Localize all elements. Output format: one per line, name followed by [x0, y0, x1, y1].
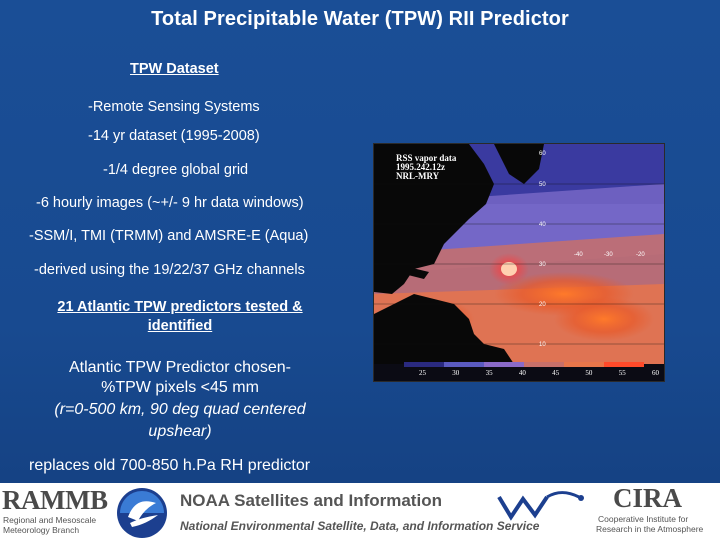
lat-label-30: 30: [539, 262, 546, 268]
lon-label-30: -30: [604, 252, 613, 258]
colorbar-tick: 30: [452, 369, 460, 377]
noaa-subtitle: National Environmental Satellite, Data, …: [180, 519, 540, 533]
dataset-heading: TPW Dataset: [130, 61, 219, 77]
cira-logo: CIRA: [613, 483, 683, 513]
noaa-logo-icon: [117, 488, 167, 538]
rammb-logo: RAMMB: [2, 485, 108, 515]
footer-logo-bar: RAMMB Regional and Mesoscale Meteorology…: [0, 483, 720, 540]
colorbar-tick: 55: [618, 369, 626, 377]
rammb-sub-1: Regional and Mesoscale: [3, 515, 97, 525]
rammb-sub-2: Meteorology Branch: [3, 525, 80, 535]
map-label-line-2: 1995.242.12z: [396, 162, 445, 172]
colorbar-tick: 25: [419, 369, 426, 377]
predictors-tested-line-1: 21 Atlantic TPW predictors tested &: [57, 299, 303, 315]
colorbar-tick: 60: [651, 369, 659, 377]
lat-label-40: 40: [539, 222, 546, 228]
colorbar-tick: 40: [518, 369, 526, 377]
noaa-title: NOAA Satellites and Information: [180, 491, 442, 510]
swoosh-icon: [497, 491, 584, 521]
predictors-tested-line-2: identified: [147, 318, 213, 334]
lat-label-60: 60: [539, 151, 546, 157]
lat-label-20: 20: [539, 302, 546, 308]
dataset-line-3: -1/4 degree global grid: [103, 162, 249, 178]
dataset-line-2: -14 yr dataset (1995-2008): [88, 128, 260, 144]
tpw-map-image: RSS vapor data 1995.242.12z NRL-MRY 60 5…: [373, 143, 665, 382]
predictor-chosen-line-4: upshear): [148, 423, 212, 440]
dataset-line-6: -derived using the 19/22/37 GHz channels: [34, 262, 305, 278]
lat-label-50: 50: [539, 182, 546, 188]
colorbar-tick: 50: [585, 369, 593, 377]
cira-sub-2: Research in the Atmosphere: [596, 524, 704, 534]
dataset-line-5: -SSM/I, TMI (TRMM) and AMSRE-E (Aqua): [29, 228, 309, 244]
map-label-line-1: RSS vapor data: [396, 153, 457, 163]
lon-label-40: -40: [574, 252, 583, 258]
colorbar-tick: 45: [552, 369, 560, 377]
predictor-chosen-line-3: (r=0-500 km, 90 deg quad centered: [54, 401, 306, 418]
lat-label-10: 10: [539, 342, 546, 348]
predictor-chosen-line-2: %TPW pixels <45 mm: [101, 379, 259, 396]
map-label-line-3: NRL-MRY: [396, 171, 440, 181]
colorbar-tick: 35: [485, 369, 493, 377]
lon-label-20: -20: [636, 252, 645, 258]
cira-sub-1: Cooperative Institute for: [598, 514, 689, 524]
dataset-line-1: -Remote Sensing Systems: [88, 99, 260, 115]
slide-title: Total Precipitable Water (TPW) RII Predi…: [151, 8, 569, 30]
predictor-chosen-line-1: Atlantic TPW Predictor chosen-: [68, 359, 291, 376]
dataset-line-4: -6 hourly images (~+/- 9 hr data windows…: [36, 195, 304, 211]
replaces-note: replaces old 700-850 h.Pa RH predictor: [29, 457, 311, 474]
